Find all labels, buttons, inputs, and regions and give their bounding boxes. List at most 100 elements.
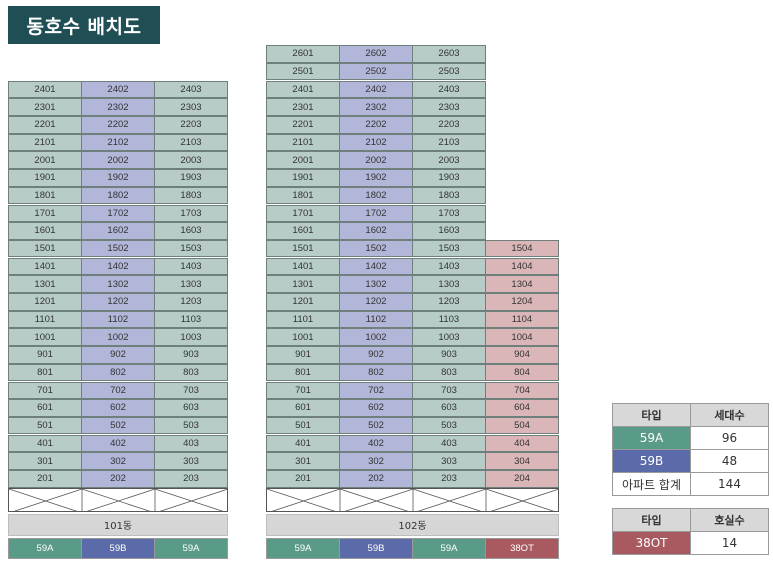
unit-2003: 2003: [154, 151, 228, 169]
unit-1902: 1902: [81, 169, 155, 187]
legend-count-59a: 96: [690, 426, 769, 450]
type-label-59a: 59A: [266, 537, 340, 559]
unit-1803: 1803: [154, 186, 228, 205]
unit-1404: 1404: [485, 257, 559, 276]
unit-504: 504: [485, 416, 559, 435]
unit-1603: 1603: [154, 222, 228, 240]
unit-1602: 1602: [339, 222, 413, 240]
unit-1302: 1302: [339, 275, 413, 293]
unit-2603: 2603: [412, 45, 486, 63]
unit-401: 401: [266, 434, 340, 453]
unit-803: 803: [154, 363, 228, 382]
unit-1702: 1702: [339, 204, 413, 222]
unit-503: 503: [154, 416, 228, 435]
unit-1003: 1003: [412, 328, 486, 346]
unit-1103: 1103: [154, 310, 228, 329]
unit-1803: 1803: [412, 186, 486, 205]
unit-1403: 1403: [154, 257, 228, 276]
page-title: 동호수 배치도: [8, 6, 160, 44]
unit-2301: 2301: [266, 98, 340, 116]
unit-803: 803: [412, 363, 486, 382]
unit-801: 801: [8, 363, 82, 382]
unit-1902: 1902: [339, 169, 413, 187]
unit-403: 403: [412, 434, 486, 453]
unit-901: 901: [266, 346, 340, 364]
unit-602: 602: [339, 399, 413, 417]
legend-type-59a: 59A: [612, 426, 691, 450]
unit-701: 701: [266, 381, 340, 399]
unit-1103: 1103: [412, 310, 486, 329]
type-label-59b: 59B: [339, 537, 413, 559]
unit-2401: 2401: [266, 80, 340, 99]
unit-2501: 2501: [266, 62, 340, 81]
unit-402: 402: [339, 434, 413, 453]
unit-2402: 2402: [339, 80, 413, 99]
unit-802: 802: [339, 363, 413, 382]
type-label-59b: 59B: [81, 537, 155, 559]
unit-1301: 1301: [266, 275, 340, 293]
unit-1303: 1303: [412, 275, 486, 293]
unit-1901: 1901: [8, 169, 82, 187]
unit-2602: 2602: [339, 45, 413, 63]
unit-1801: 1801: [266, 186, 340, 205]
type-label-59a: 59A: [154, 537, 228, 559]
unit-703: 703: [154, 381, 228, 399]
unit-2502: 2502: [339, 62, 413, 81]
unit-1903: 1903: [412, 169, 486, 187]
unit-203: 203: [412, 470, 486, 488]
unit-1603: 1603: [412, 222, 486, 240]
unit-2302: 2302: [339, 98, 413, 116]
unit-1401: 1401: [266, 257, 340, 276]
legend-count-59b: 48: [690, 449, 769, 473]
unit-501: 501: [8, 416, 82, 435]
unit-201: 201: [266, 470, 340, 488]
legend2-header-type: 타입: [612, 508, 691, 532]
unit-2101: 2101: [266, 133, 340, 152]
unit-503: 503: [412, 416, 486, 435]
unit-2403: 2403: [412, 80, 486, 99]
unit-2002: 2002: [339, 151, 413, 169]
unit-303: 303: [154, 452, 228, 470]
unit-1601: 1601: [8, 222, 82, 240]
unit-2103: 2103: [412, 133, 486, 152]
unit-2202: 2202: [81, 116, 155, 134]
unit-602: 602: [81, 399, 155, 417]
type-label-38ot: 38OT: [485, 537, 559, 559]
unit-704: 704: [485, 381, 559, 399]
unit-1002: 1002: [81, 328, 155, 346]
legend-header-type: 타입: [612, 403, 691, 427]
unit-1102: 1102: [81, 310, 155, 329]
unit-2302: 2302: [81, 98, 155, 116]
unit-2203: 2203: [154, 116, 228, 134]
legend-header-count: 세대수: [690, 403, 769, 427]
legend-total-count: 144: [690, 472, 769, 496]
unit-1903: 1903: [154, 169, 228, 187]
unit-1101: 1101: [266, 310, 340, 329]
unit-1001: 1001: [266, 328, 340, 346]
unit-1302: 1302: [81, 275, 155, 293]
unit-1003: 1003: [154, 328, 228, 346]
unit-2003: 2003: [412, 151, 486, 169]
unit-403: 403: [154, 434, 228, 453]
unit-903: 903: [154, 346, 228, 364]
unit-1401: 1401: [8, 257, 82, 276]
unit-601: 601: [8, 399, 82, 417]
unit-902: 902: [81, 346, 155, 364]
type-label-59a: 59A: [8, 537, 82, 559]
unit-2102: 2102: [339, 133, 413, 152]
unit-2201: 2201: [266, 116, 340, 134]
unit-1802: 1802: [81, 186, 155, 205]
unit-1303: 1303: [154, 275, 228, 293]
unit-1703: 1703: [412, 204, 486, 222]
pilotis: [266, 487, 559, 512]
unit-303: 303: [412, 452, 486, 470]
unit-1502: 1502: [339, 239, 413, 258]
unit-2203: 2203: [412, 116, 486, 134]
unit-2101: 2101: [8, 133, 82, 152]
unit-603: 603: [412, 399, 486, 417]
unit-701: 701: [8, 381, 82, 399]
unit-1502: 1502: [81, 239, 155, 258]
unit-1503: 1503: [412, 239, 486, 258]
unit-1102: 1102: [339, 310, 413, 329]
unit-1601: 1601: [266, 222, 340, 240]
